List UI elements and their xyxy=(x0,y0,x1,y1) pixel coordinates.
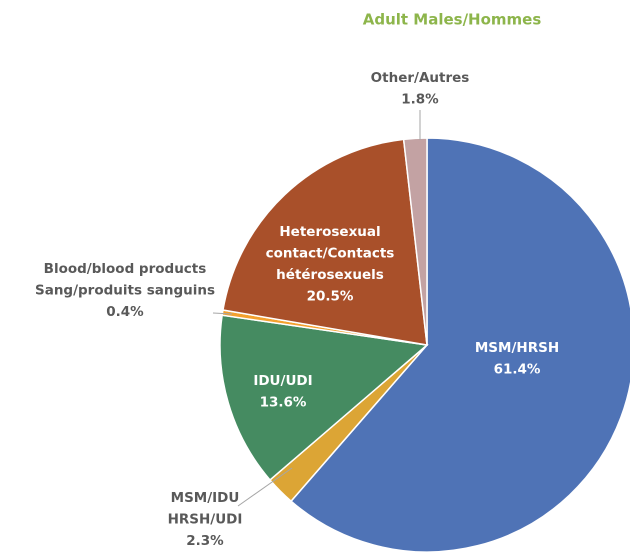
slice-label: Heterosexual xyxy=(279,224,380,240)
slice-label: HRSH/UDI xyxy=(168,512,243,528)
slice-label: MSM/IDU xyxy=(171,490,240,506)
pie-slice xyxy=(402,137,428,346)
leader-line xyxy=(212,312,233,315)
slice-label: hétérosexuels xyxy=(276,267,384,283)
pie-slice xyxy=(219,314,429,481)
value-label: 20.5% xyxy=(307,289,354,305)
slice-label: Blood/blood products xyxy=(44,261,207,277)
slice-label: Sang/produits sanguins xyxy=(35,283,215,299)
value-label: 1.8% xyxy=(401,92,439,108)
value-label: 0.4% xyxy=(106,304,144,320)
value-label: 13.6% xyxy=(260,395,307,411)
pie-slice xyxy=(290,137,630,553)
slice-label: MSM/HRSH xyxy=(475,340,559,356)
value-label: 2.3% xyxy=(186,533,224,549)
leader-line xyxy=(237,467,293,507)
slice-label: IDU/UDI xyxy=(253,373,312,389)
slice-label: Other/Autres xyxy=(371,70,470,86)
pie-slice xyxy=(222,138,428,346)
value-label: 61.4% xyxy=(494,362,541,378)
slice-label: contact/Contacts xyxy=(266,246,395,262)
chart-title: Adult Males/Hommes xyxy=(363,11,542,29)
